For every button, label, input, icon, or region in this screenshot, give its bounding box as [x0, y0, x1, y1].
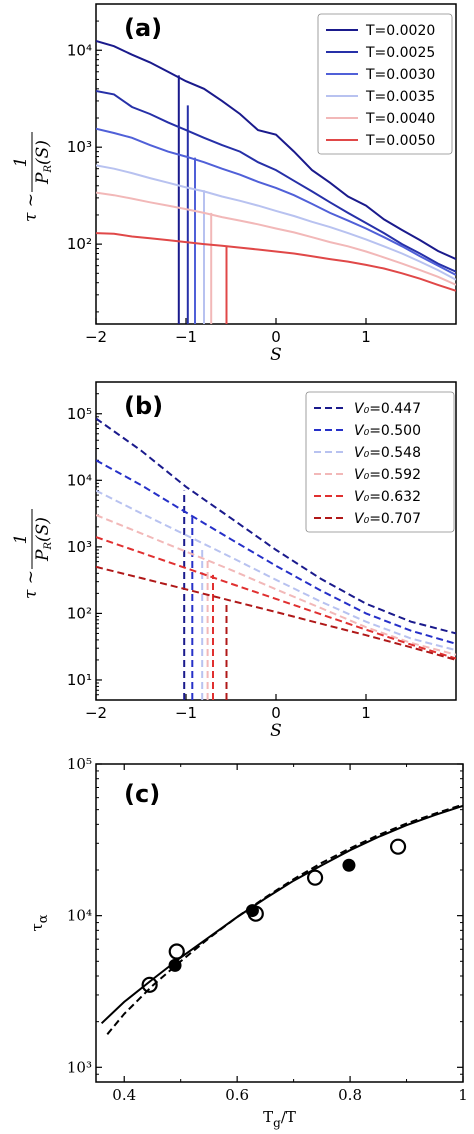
legend-label: V₀=0.548 — [354, 445, 421, 461]
series-line — [96, 565, 456, 661]
x-tick-label: −2 — [85, 328, 107, 346]
legend-label: T=0.0050 — [365, 133, 435, 149]
series-line — [96, 232, 456, 292]
x-tick-label: 1 — [458, 1086, 468, 1104]
x-tick-label: 0.8 — [338, 1086, 362, 1104]
legend-label: T=0.0030 — [365, 67, 435, 83]
y-tick-label: 10² — [67, 604, 92, 622]
legend-label: T=0.0035 — [365, 89, 435, 105]
open-point — [389, 838, 407, 855]
x-axis-label: S — [270, 721, 282, 741]
y-tick-label: 10⁵ — [67, 405, 92, 423]
panel-0: 10² 10³ 10⁴ −2 −1 0 1 (a) T=0.0020 T=0.0025 T=0.00… — [11, 3, 457, 365]
series-line — [96, 191, 456, 286]
y-axis-label: τα — [28, 914, 51, 931]
y-label-denominator: PR(S) — [33, 517, 54, 562]
open-point — [306, 869, 324, 886]
y-label-prefix: τ ~ — [21, 570, 41, 599]
x-tick-label: 0.4 — [112, 1086, 136, 1104]
legend-label: V₀=0.592 — [354, 467, 421, 483]
y-label-numerator: 1 — [11, 157, 31, 168]
x-axis-label: Tg/T — [263, 1108, 296, 1130]
panel-label: (c) — [124, 780, 160, 808]
series-line — [96, 536, 456, 660]
filled-point — [168, 958, 182, 972]
y-tick-label: 10⁴ — [67, 907, 92, 925]
y-tick-label: 10⁴ — [67, 471, 92, 489]
x-tick-label: 0 — [271, 328, 281, 346]
legend-label: V₀=0.500 — [354, 423, 421, 439]
legend-label: T=0.0025 — [365, 45, 435, 61]
open-point — [168, 943, 185, 960]
series-line — [96, 459, 456, 645]
series-line — [96, 39, 456, 261]
legend-label: T=0.0020 — [365, 23, 435, 39]
y-tick-label: 10³ — [67, 1058, 92, 1076]
open-point — [247, 905, 264, 922]
y-tick-label: 10⁵ — [67, 755, 92, 773]
panel-label: (a) — [124, 14, 162, 42]
plot-area — [96, 417, 456, 700]
y-tick-label: 10² — [67, 235, 92, 253]
y-axis-label: τ ~ 1PR(S) — [11, 509, 54, 599]
y-tick-label: 10⁴ — [67, 41, 92, 59]
y-label-numerator: 1 — [11, 534, 31, 545]
x-tick-label: −2 — [85, 704, 107, 722]
y-label-text: τα — [28, 914, 51, 931]
panel-2: 10³ 10⁴ 10⁵ 0.4 0.6 0.8 1 (c) Tg/T τα — [28, 755, 468, 1130]
series-line — [96, 417, 456, 635]
x-tick-label: −1 — [175, 328, 197, 346]
legend-label: T=0.0040 — [365, 111, 435, 127]
fit-curve-dashed — [106, 803, 463, 1035]
series-line — [96, 514, 456, 656]
y-tick-label: 10³ — [67, 538, 92, 556]
y-axis-label: τ ~ 1PR(S) — [11, 132, 54, 222]
plot-frame — [95, 763, 464, 1083]
y-tick-label: 10¹ — [67, 671, 92, 689]
filled-point — [342, 858, 356, 872]
x-tick-label: 1 — [361, 704, 371, 722]
legend-label: V₀=0.707 — [354, 511, 421, 527]
y-tick-label: 10³ — [67, 138, 92, 156]
fit-curve-solid — [100, 804, 463, 1025]
plot-area — [100, 803, 463, 1035]
panel-1: 10¹ 10² 10³ 10⁴ 10⁵ −2 −1 0 1 (b) V₀=0.447 V₀=0.500… — [11, 381, 457, 741]
x-tick-label: 1 — [361, 328, 371, 346]
x-tick-label: 0.6 — [225, 1086, 249, 1104]
series-line — [96, 164, 456, 281]
legend-label: V₀=0.447 — [354, 401, 421, 417]
y-label-prefix: τ ~ — [21, 193, 41, 222]
open-point — [141, 976, 158, 993]
series-line — [96, 90, 456, 273]
plot-area — [96, 39, 456, 324]
x-axis-label: S — [270, 345, 282, 365]
legend-label: V₀=0.632 — [354, 489, 421, 505]
x-tick-label: −1 — [175, 704, 197, 722]
series-line — [96, 127, 456, 276]
y-label-denominator: PR(S) — [33, 140, 54, 185]
panel-label: (b) — [124, 392, 163, 420]
x-tick-label: 0 — [271, 704, 281, 722]
series-line — [96, 489, 456, 652]
